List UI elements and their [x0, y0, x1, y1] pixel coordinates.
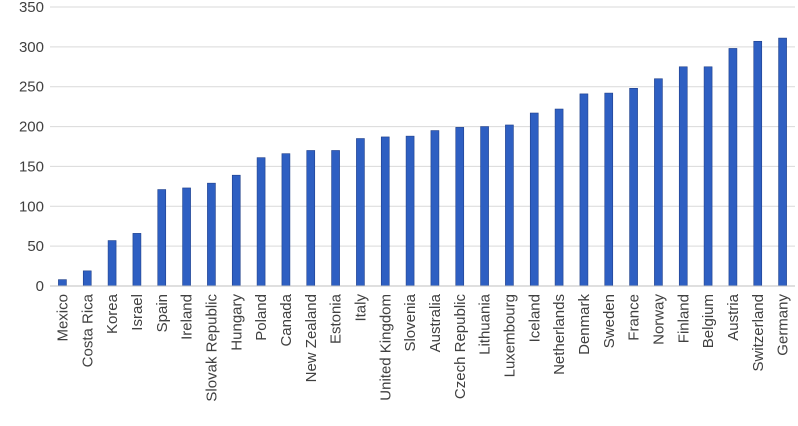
- bar-lithuania: [480, 126, 489, 287]
- x-category-label: Austria: [725, 293, 742, 340]
- y-tick-label: 150: [19, 158, 44, 175]
- bar-sweden: [604, 92, 614, 287]
- bar-united-kingdom: [380, 136, 390, 287]
- gridlines: [50, 6, 795, 247]
- x-category-label: Switzerland: [750, 294, 767, 372]
- y-tick-label: 350: [19, 0, 44, 16]
- x-category-label: New Zealand: [303, 294, 320, 382]
- x-category-label: Belgium: [700, 294, 717, 348]
- bar-poland: [256, 157, 266, 287]
- x-category-label: Costa Rica: [79, 293, 96, 367]
- bars: [58, 37, 787, 287]
- x-category-label: Korea: [104, 293, 121, 334]
- x-category-label: Estonia: [328, 293, 345, 344]
- x-category-label: Czech Republic: [452, 294, 469, 400]
- bar-estonia: [331, 150, 340, 287]
- bar-finland: [678, 66, 688, 287]
- x-category-label: Finland: [675, 294, 692, 343]
- bar-israel: [132, 233, 142, 287]
- bar-belgium: [703, 66, 713, 287]
- bar-hungary: [231, 174, 241, 287]
- x-category-label: Iceland: [526, 294, 543, 342]
- bar-italy: [356, 138, 365, 287]
- y-axis-ticks: 0 50 100 150 200 250 300 350: [19, 0, 44, 295]
- bar-ireland: [182, 187, 191, 287]
- x-category-label: France: [626, 294, 643, 341]
- y-tick-label: 100: [19, 198, 44, 215]
- bar-denmark: [579, 93, 589, 287]
- x-category-label: United Kingdom: [377, 294, 394, 401]
- y-tick-label: 200: [19, 119, 44, 136]
- x-category-label: Germany: [775, 294, 792, 356]
- x-category-label: Canada: [278, 293, 295, 346]
- bar-slovenia: [405, 135, 415, 287]
- y-tick-label: 250: [19, 79, 44, 96]
- bar-canada: [281, 153, 291, 287]
- x-category-label: Sweden: [601, 294, 618, 348]
- bar-korea: [107, 240, 117, 287]
- bar-slovak-republic: [207, 182, 216, 287]
- y-tick-label: 0: [36, 278, 44, 295]
- bar-switzerland: [753, 40, 763, 287]
- x-category-label: Italy: [352, 294, 369, 322]
- bar-france: [629, 88, 638, 287]
- bar-costa-rica: [82, 270, 92, 287]
- bar-spain: [157, 189, 167, 287]
- bar-austria: [728, 48, 738, 287]
- x-category-label: Spain: [154, 294, 171, 332]
- x-category-label: Luxembourg: [501, 294, 518, 377]
- x-axis-labels: Mexico Costa Rica Korea Israel Spain Ireland S…: [54, 293, 791, 401]
- bar-australia: [430, 130, 440, 287]
- x-category-label: Slovak Republic: [203, 294, 220, 402]
- x-category-label: Hungary: [228, 294, 245, 351]
- x-category-label: Australia: [427, 293, 444, 352]
- bar-mexico: [58, 279, 67, 287]
- bar-luxembourg: [505, 124, 514, 287]
- x-category-label: Poland: [253, 294, 270, 341]
- bar-norway: [654, 78, 663, 287]
- x-category-label: Israel: [129, 294, 146, 331]
- y-tick-label: 300: [19, 39, 44, 56]
- x-category-label: Slovenia: [402, 293, 419, 351]
- x-category-label: Lithuania: [477, 293, 494, 355]
- bar-germany: [778, 37, 787, 287]
- x-category-label: Netherlands: [551, 294, 568, 375]
- x-category-label: Denmark: [576, 294, 593, 355]
- x-category-label: Mexico: [54, 294, 71, 342]
- bar-czech-republic: [455, 127, 465, 287]
- bar-netherlands: [554, 108, 564, 287]
- y-tick-label: 50: [27, 238, 44, 255]
- x-category-label: Ireland: [179, 294, 196, 340]
- bar-new-zealand: [306, 150, 316, 287]
- x-category-label: Norway: [650, 294, 667, 345]
- bar-iceland: [529, 112, 539, 287]
